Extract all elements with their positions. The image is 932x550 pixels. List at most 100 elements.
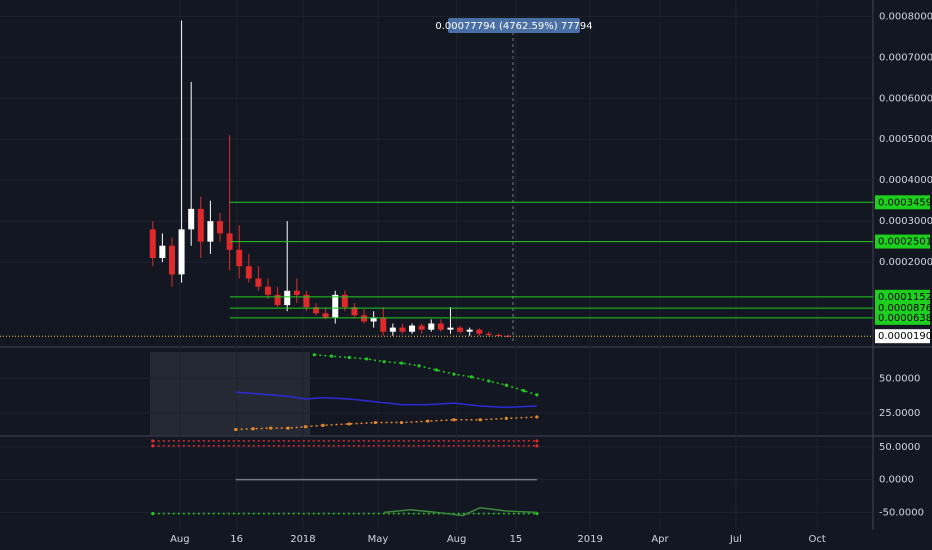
indicator-point bbox=[347, 355, 351, 360]
candle-body bbox=[332, 294, 339, 318]
candle-body bbox=[245, 266, 252, 279]
candle-body bbox=[418, 325, 425, 330]
x-tick-label: Aug bbox=[170, 534, 190, 545]
candle-body bbox=[226, 233, 233, 250]
y-tick-label: 0.0000 bbox=[879, 475, 914, 486]
candle-body bbox=[284, 290, 291, 306]
candle-body bbox=[313, 307, 320, 314]
y-tick-label: -50.0000 bbox=[879, 507, 924, 518]
candle-body bbox=[322, 313, 329, 318]
indicator-point bbox=[151, 512, 155, 516]
indicator-point bbox=[535, 444, 539, 448]
candle-body bbox=[274, 294, 281, 306]
indicator-point bbox=[251, 427, 255, 431]
level-label: 0.00011521 bbox=[878, 292, 932, 303]
level-label: 0.00034599 bbox=[878, 197, 932, 208]
candle-body bbox=[447, 327, 454, 330]
candle-body bbox=[216, 221, 223, 234]
shaded-range bbox=[150, 352, 310, 435]
candle-body bbox=[476, 329, 483, 334]
indicator-line bbox=[314, 354, 538, 396]
indicator-point bbox=[426, 419, 430, 423]
indicator-point bbox=[321, 423, 325, 427]
indicator-point bbox=[373, 420, 377, 425]
x-tick-label: Oct bbox=[808, 534, 825, 545]
candle-body bbox=[168, 245, 175, 275]
candle-body bbox=[149, 229, 156, 258]
indicator-point bbox=[504, 383, 508, 387]
indicator-point bbox=[330, 354, 334, 358]
candle-body bbox=[197, 208, 204, 242]
indicator-point bbox=[522, 389, 526, 393]
indicator-point bbox=[417, 364, 421, 368]
candle-body bbox=[389, 327, 396, 332]
level-label: 0.00008764 bbox=[878, 303, 932, 314]
level-label: 0.00025012 bbox=[878, 237, 932, 248]
candle-body bbox=[178, 229, 185, 275]
candle-body bbox=[159, 245, 166, 258]
indicator-point bbox=[434, 368, 439, 372]
candle-body bbox=[255, 278, 262, 287]
level-label-box bbox=[875, 195, 930, 210]
candle-body bbox=[437, 323, 444, 330]
candle-body bbox=[188, 208, 195, 230]
indicator-point bbox=[286, 426, 290, 430]
candle-body bbox=[409, 325, 416, 332]
indicator-point bbox=[399, 361, 404, 365]
y-tick-label: 50.0000 bbox=[879, 442, 920, 453]
indicator-line bbox=[384, 506, 537, 517]
candle-body bbox=[505, 335, 512, 337]
indicator-point bbox=[535, 393, 539, 397]
candle-body bbox=[265, 286, 272, 295]
indicator-point bbox=[269, 426, 273, 430]
indicator-point bbox=[347, 422, 351, 426]
candle-body bbox=[457, 327, 464, 332]
indicator-point bbox=[303, 425, 308, 429]
last-price-box bbox=[875, 329, 930, 344]
candle-body bbox=[351, 307, 358, 316]
candle-body bbox=[380, 317, 387, 332]
last-price-label: 0.00001905 bbox=[878, 331, 932, 342]
indicator-point bbox=[452, 372, 456, 376]
indicator-point bbox=[234, 427, 238, 432]
indicator-point bbox=[478, 418, 482, 422]
candle-body bbox=[466, 329, 473, 332]
candle-body bbox=[341, 294, 348, 308]
level-label: 0.00006387 bbox=[878, 313, 932, 324]
x-tick-label: 2019 bbox=[577, 534, 602, 545]
candle-body bbox=[361, 315, 368, 322]
candle-body bbox=[428, 323, 435, 330]
y-tick-label: 50.0000 bbox=[879, 373, 920, 384]
level-label-box bbox=[875, 234, 930, 249]
indicator-point bbox=[535, 415, 539, 419]
candle-body bbox=[207, 221, 214, 242]
indicator-point bbox=[487, 379, 491, 383]
indicator-point bbox=[382, 360, 386, 364]
candle-body bbox=[370, 317, 377, 322]
indicator-point bbox=[452, 418, 456, 422]
candle-body bbox=[485, 333, 492, 335]
candle-body bbox=[293, 290, 300, 295]
y-tick-label: 25.0000 bbox=[879, 408, 920, 419]
indicator-line bbox=[235, 391, 537, 409]
level-label-box bbox=[875, 310, 930, 325]
candle-body bbox=[236, 249, 243, 267]
indicator-point bbox=[151, 444, 155, 448]
x-tick-label: Apr bbox=[651, 534, 669, 545]
indicator-line bbox=[235, 416, 537, 431]
candle-body bbox=[303, 294, 310, 308]
x-tick-label: 16 bbox=[230, 534, 243, 545]
x-tick-label: Aug bbox=[447, 534, 467, 545]
indicator-point bbox=[312, 353, 316, 357]
candle-body bbox=[399, 327, 406, 332]
x-tick-label: 15 bbox=[510, 534, 523, 545]
x-tick-label: 2018 bbox=[290, 534, 315, 545]
candle-body bbox=[495, 334, 502, 336]
